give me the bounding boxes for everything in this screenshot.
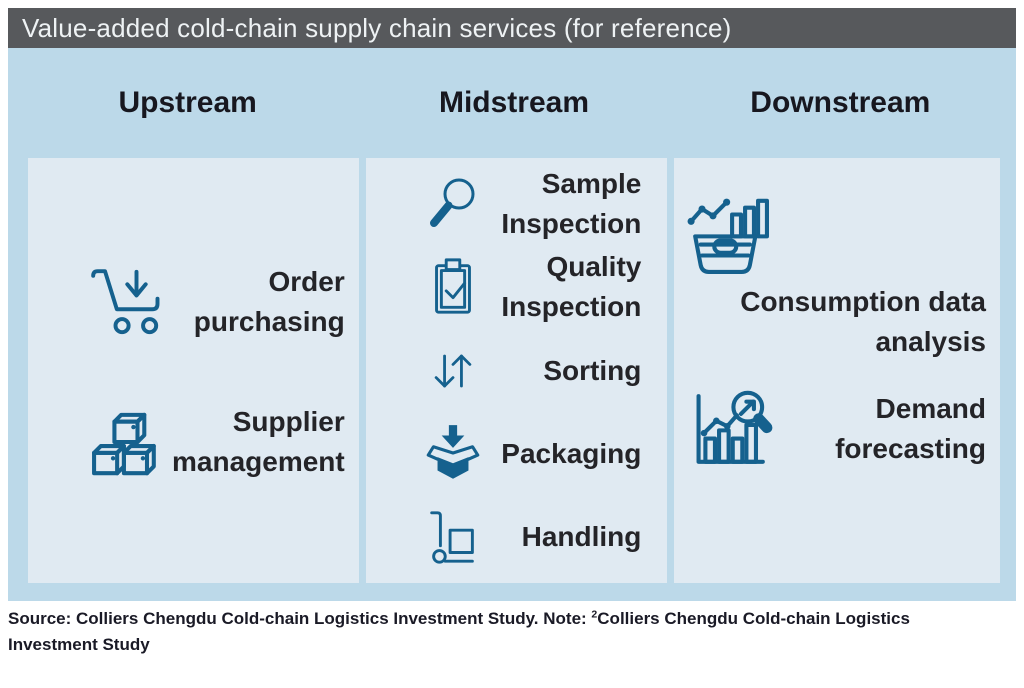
- list-item-label: Order purchasing: [193, 266, 345, 337]
- column-panels-row: Order purchasing: [28, 158, 1000, 583]
- list-item-label: Handling: [521, 521, 642, 553]
- list-item: Demand forecasting: [684, 388, 986, 470]
- note-text: Colliers Chengdu Cold-chain Logistics In…: [8, 609, 910, 655]
- clipboard-check-icon: [418, 254, 488, 320]
- list-item-label: Sorting: [543, 354, 642, 386]
- list-item-label: Demand forecasting: [835, 392, 986, 464]
- list-item: Handling: [366, 496, 668, 579]
- sort-arrows-icon: [418, 339, 488, 403]
- panel-downstream: Consumption data analysis: [674, 158, 1000, 583]
- list-item-label: Sample Inspection: [501, 167, 642, 239]
- header-midstream: Midstream: [438, 86, 590, 119]
- list-item: Sample Inspection: [366, 162, 668, 245]
- source-note: Source: Colliers Chengdu Cold-chain Logi…: [8, 606, 996, 659]
- forecast-magnifier-icon: [686, 388, 774, 470]
- magnifier-icon: [418, 172, 488, 236]
- stacked-boxes-icon: [84, 404, 172, 480]
- page-title: Value-added cold-chain supply chain serv…: [8, 8, 1016, 48]
- note-superscript: 2: [591, 608, 598, 621]
- list-item: Order purchasing: [28, 260, 359, 344]
- list-item: Packaging: [366, 412, 668, 495]
- hand-truck-icon: [418, 505, 488, 569]
- list-item: Sorting: [366, 329, 668, 412]
- packaging-box-icon: [418, 421, 488, 487]
- list-item-label: Supplier management: [172, 405, 345, 477]
- column-headers-row: Upstream Midstream Downstream: [28, 48, 1000, 158]
- list-item: Consumption data analysis: [684, 176, 986, 362]
- panel-upstream: Order purchasing: [28, 158, 359, 583]
- list-item: Supplier management: [28, 402, 359, 482]
- list-item-label: Consumption data analysis: [740, 286, 986, 357]
- basket-chart-icon: [684, 194, 986, 276]
- list-item: Quality Inspection: [366, 245, 668, 328]
- header-upstream: Upstream: [118, 86, 257, 119]
- supply-chain-board: Upstream Midstream Downstream: [8, 48, 1016, 601]
- source-text: Source: Colliers Chengdu Cold-chain Logi…: [8, 609, 592, 628]
- header-downstream: Downstream: [750, 86, 931, 119]
- list-item-label: Packaging: [501, 438, 642, 470]
- panel-midstream: Sample Inspection Quality Inspection: [365, 158, 668, 583]
- list-item-label: Quality Inspection: [501, 251, 642, 323]
- cart-download-icon: [84, 260, 168, 344]
